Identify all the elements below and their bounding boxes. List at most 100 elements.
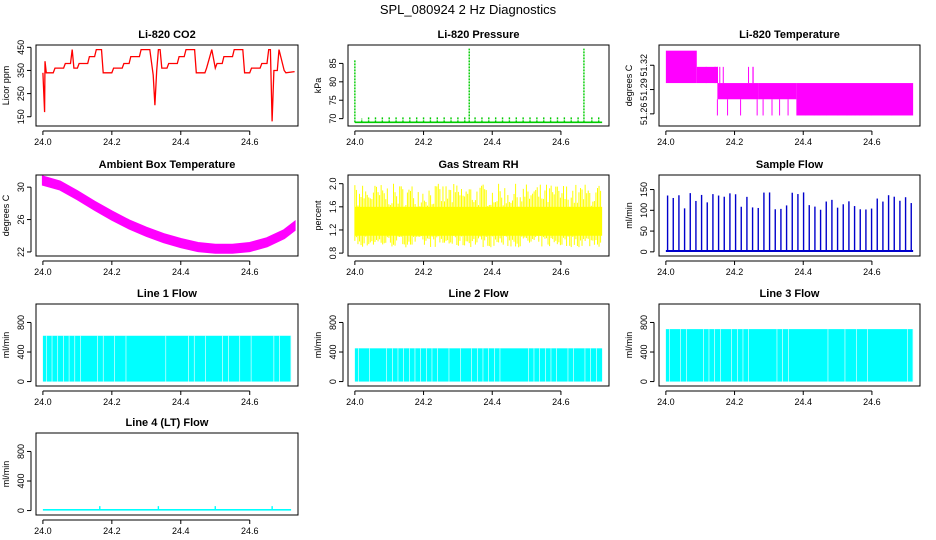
chart-panel-2: Li-820 Pressure 24.0 24.2 24.4 24.6 70 75 80 85 k… xyxy=(313,29,610,147)
y-tick-label: 100 xyxy=(639,203,649,218)
y-axis-label: degrees C xyxy=(624,64,634,106)
chart-title: Line 1 Flow xyxy=(137,288,197,300)
x-tick-label: 24.0 xyxy=(34,397,52,407)
plot-frame xyxy=(35,44,299,127)
y-tick-label: 800 xyxy=(16,444,26,459)
y-tick-label: 400 xyxy=(16,345,26,360)
ambient-temperature-band xyxy=(41,175,296,254)
chart-panel-3: Li-820 Temperature 24.0 24.2 24.4 24.6 51.26 5… xyxy=(624,29,921,147)
chart-panel-1: Li-820 CO2 24.0 24.2 24.4 24.6 150 250 350 450 Li… xyxy=(1,29,299,147)
y-tick-label: 400 xyxy=(16,474,26,489)
chart-panel-5: Gas Stream RH 24.0 24.2 24.4 24.6 0.8 1.2 1.6 2.… xyxy=(313,159,610,277)
y-tick-label: 0 xyxy=(328,379,338,384)
chart-title: Ambient Box Temperature xyxy=(99,159,236,171)
chart-panel-4: Ambient Box Temperature 24.0 24.2 24.4 24.6 2… xyxy=(1,159,299,277)
plot-frame xyxy=(35,303,299,387)
y-tick-label: 0 xyxy=(639,379,649,384)
x-tick-label: 24.4 xyxy=(172,267,190,277)
y-tick-label: 51.26 xyxy=(639,103,649,126)
y-tick-label: 26 xyxy=(16,215,26,225)
temperature-band xyxy=(665,50,697,84)
y-axis-label: kPa xyxy=(313,78,323,94)
plot-frame xyxy=(347,303,610,387)
y-axis-label: degrees C xyxy=(1,194,11,236)
x-tick-label: 24.2 xyxy=(726,397,744,407)
y-tick-label: 800 xyxy=(16,315,26,330)
y-tick-label: 2.0 xyxy=(328,177,338,190)
y-tick-label: 85 xyxy=(328,58,338,68)
x-tick-label: 24.0 xyxy=(657,397,675,407)
y-tick-label: 1.6 xyxy=(328,201,338,214)
x-tick-label: 24.0 xyxy=(657,267,675,277)
y-tick-label: 450 xyxy=(16,40,26,55)
y-axis-label: Licor ppm xyxy=(1,66,11,106)
x-tick-label: 24.2 xyxy=(103,397,121,407)
y-tick-label: 51.32 xyxy=(639,54,649,77)
y-axis-label: ml/min xyxy=(1,332,11,359)
y-tick-label: 0 xyxy=(639,249,649,254)
temperature-band xyxy=(717,83,759,100)
page-title: SPL_080924 2 Hz Diagnostics xyxy=(379,2,557,17)
x-tick-label: 24.4 xyxy=(794,267,812,277)
y-tick-label: 0.8 xyxy=(328,247,338,260)
y-tick-label: 400 xyxy=(328,345,338,360)
y-tick-label: 800 xyxy=(639,315,649,330)
flow-fill xyxy=(354,348,603,382)
y-axis-label: ml/min xyxy=(624,202,634,229)
x-tick-label: 24.0 xyxy=(346,267,364,277)
chart-title: Line 3 Flow xyxy=(760,288,820,300)
x-tick-label: 24.6 xyxy=(863,397,881,407)
x-tick-label: 24.6 xyxy=(552,137,570,147)
y-tick-label: 0 xyxy=(16,508,26,513)
y-tick-label: 75 xyxy=(328,95,338,105)
x-tick-label: 24.4 xyxy=(794,137,812,147)
y-tick-label: 70 xyxy=(328,114,338,124)
plot-frame xyxy=(347,44,610,127)
x-tick-label: 24.0 xyxy=(34,267,52,277)
y-tick-label: 1.2 xyxy=(328,224,338,237)
x-tick-label: 24.0 xyxy=(34,526,52,536)
x-tick-label: 24.0 xyxy=(346,137,364,147)
y-tick-label: 400 xyxy=(639,345,649,360)
x-tick-label: 24.6 xyxy=(241,137,259,147)
x-tick-label: 24.4 xyxy=(483,267,501,277)
x-tick-label: 24.0 xyxy=(346,397,364,407)
chart-title: Li-820 Pressure xyxy=(438,29,520,41)
x-tick-label: 24.4 xyxy=(483,397,501,407)
y-tick-label: 150 xyxy=(639,182,649,197)
x-tick-label: 24.6 xyxy=(863,137,881,147)
chart-panel-8: Line 2 Flow 24.0 24.2 24.4 24.6 0 400 800 ml/min xyxy=(313,288,610,407)
chart-panel-7: Line 1 Flow 24.0 24.2 24.4 24.6 0 400 800 ml/min xyxy=(1,288,299,407)
chart-title: Li-820 Temperature xyxy=(739,29,840,41)
y-tick-label: 80 xyxy=(328,77,338,87)
y-axis-label: ml/min xyxy=(313,332,323,359)
y-tick-label: 50 xyxy=(639,226,649,236)
y-tick-label: 350 xyxy=(16,63,26,78)
plot-frame xyxy=(658,174,921,257)
x-tick-label: 24.6 xyxy=(241,397,259,407)
plot-frame xyxy=(35,174,299,257)
x-tick-label: 24.6 xyxy=(241,526,259,536)
x-tick-label: 24.6 xyxy=(863,267,881,277)
y-tick-label: 150 xyxy=(16,109,26,124)
flow-fill xyxy=(665,329,914,382)
co2-series-line xyxy=(42,48,295,122)
x-tick-label: 24.0 xyxy=(657,137,675,147)
plot-frame xyxy=(658,44,921,127)
x-tick-label: 24.2 xyxy=(726,267,744,277)
x-tick-label: 24.0 xyxy=(34,137,52,147)
chart-title: Line 4 (LT) Flow xyxy=(126,417,209,429)
chart-title: Sample Flow xyxy=(756,159,824,171)
x-tick-label: 24.6 xyxy=(552,267,570,277)
plot-frame xyxy=(347,174,610,257)
x-tick-label: 24.2 xyxy=(415,397,433,407)
chart-panel-6: Sample Flow 24.0 24.2 24.4 24.6 0 50 100 150 ml/m… xyxy=(624,159,921,277)
x-tick-label: 24.4 xyxy=(172,137,190,147)
x-tick-label: 24.4 xyxy=(794,397,812,407)
x-tick-label: 24.6 xyxy=(552,397,570,407)
x-tick-label: 24.2 xyxy=(103,526,121,536)
y-tick-label: 0 xyxy=(16,379,26,384)
plot-frame xyxy=(35,432,299,516)
x-tick-label: 24.2 xyxy=(103,137,121,147)
